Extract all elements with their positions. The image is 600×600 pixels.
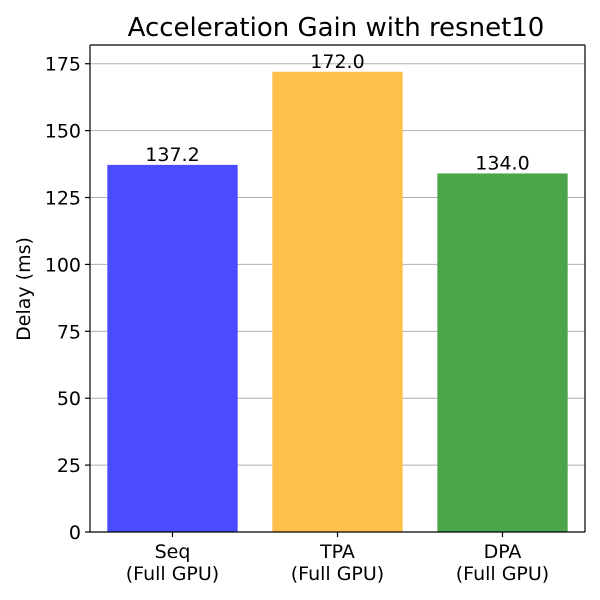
bar [437,173,568,532]
y-tick-label: 0 [69,522,81,544]
x-ticks: Seq (Full GPU)TPA (Full GPU)DPA (Full GPU) [126,532,549,585]
y-tick-label: 150 [45,121,81,143]
x-tick-label-line: DPA [484,541,522,563]
y-tick-label: 125 [45,188,81,210]
y-tick-label: 100 [45,254,81,276]
bar-value-label: 172.0 [310,51,364,73]
bars [107,71,568,532]
y-tick-label: 50 [57,388,81,410]
x-tick-label-line: (Full GPU) [456,563,549,585]
y-tick-label: 25 [57,455,81,477]
x-tick-label: TPA (Full GPU) [291,541,384,585]
x-tick-label-line: Seq [155,541,191,563]
x-tick-label-line: TPA [319,541,355,563]
chart-title: Acceleration Gain with resnet10 [128,13,545,43]
bar [272,71,403,532]
x-tick-label-line: (Full GPU) [126,563,219,585]
x-tick-label: Seq (Full GPU) [126,541,219,585]
bar-value-label: 137.2 [145,144,199,166]
bar [107,164,238,532]
x-tick-label: DPA (Full GPU) [456,541,549,585]
bar-value-label: 134.0 [475,152,529,174]
y-tick-label: 75 [57,321,81,343]
y-ticks: 0 25 50 75 100 125 150 175 [45,54,90,544]
data-labels: 137.2 172.0 134.0 [145,51,529,175]
x-tick-label-line: (Full GPU) [291,563,384,585]
y-axis-label: Delay (ms) [13,237,35,341]
y-tick-label: 175 [45,54,81,76]
